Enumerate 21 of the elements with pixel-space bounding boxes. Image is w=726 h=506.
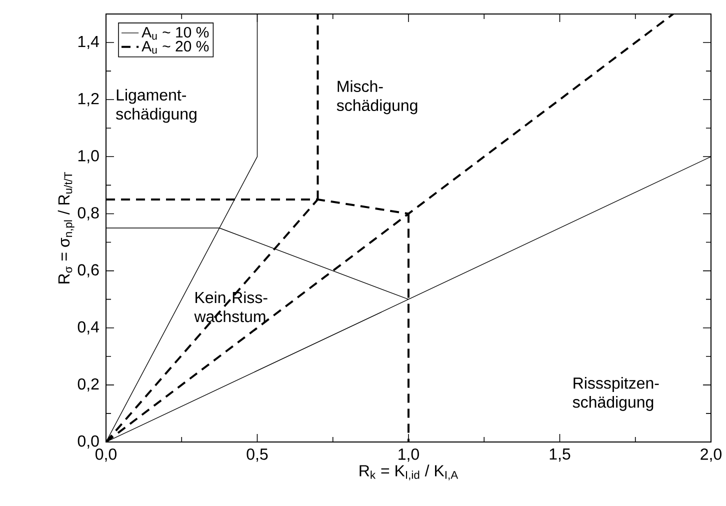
y-tick-label: 1,4 (78, 36, 99, 50)
y-tick-label: 0,4 (78, 321, 99, 334)
y-tick-label: 1,2 (78, 92, 99, 106)
y-tick-label: 0,2 (78, 378, 99, 392)
x-tick-label: 2,0 (700, 448, 722, 462)
legend-label: A$_{u}$ ~ 10 % (142, 26, 209, 40)
annotation: Misch- schädigung (336, 80, 418, 114)
annotation: Kein Riss- wachstum (194, 291, 268, 322)
annotation: Rissspitzen- schädigung (572, 377, 659, 411)
x-tick-label: 0,5 (246, 448, 268, 462)
y-tick-label: 0,8 (78, 207, 99, 220)
annotation: Ligament- schädigung (116, 88, 196, 123)
y-tick-label: 1,0 (78, 150, 99, 164)
legend-label: A$_{u}$ ~ 20 % (142, 40, 209, 54)
x-tick-label: 1,0 (398, 448, 419, 462)
y-axis-title: R$_{σ}$ = σ$_{n,pl}$ / R$_{u/t/T}$ (58, 172, 74, 284)
x-tick-label: 1,5 (550, 448, 570, 462)
x-axis-title: R$_{k}$ = K$_{I,id}$ / K$_{I,A}$ (360, 464, 458, 480)
y-tick-label: 0,6 (78, 264, 99, 278)
x-tick-label: 0,0 (96, 448, 116, 462)
y-tick-label: 0,0 (78, 435, 99, 449)
